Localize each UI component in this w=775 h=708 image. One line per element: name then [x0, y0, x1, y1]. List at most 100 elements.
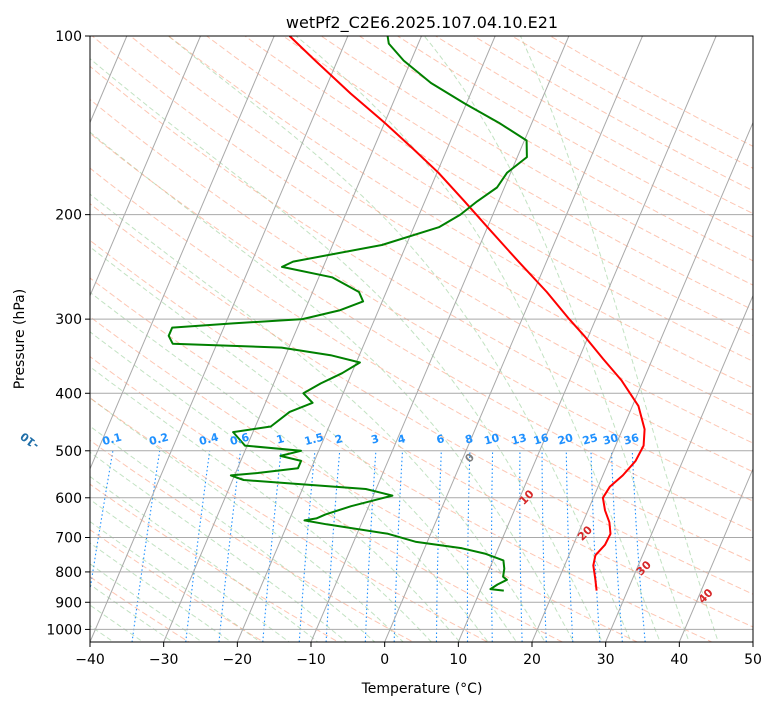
dry-adiabat-line	[511, 36, 753, 169]
mixing-ratio-line	[519, 450, 523, 642]
background-lines	[90, 36, 753, 642]
dry-adiabat-line	[90, 483, 340, 642]
x-tick-label: 10	[449, 652, 467, 668]
mixing-ratio-label: 1	[275, 432, 286, 447]
moist-adiabat-label: 10	[517, 487, 537, 507]
dry-adiabat-line	[91, 36, 753, 444]
isotherm-line	[163, 36, 422, 642]
mixing-ratio-label: 6	[435, 432, 446, 447]
isotherm-line	[90, 36, 275, 471]
dry-adiabat-line	[130, 36, 753, 416]
dry-adiabat-line	[90, 239, 753, 628]
moist-adiabat-line	[423, 36, 690, 642]
mixing-ratio-line	[466, 450, 471, 642]
dry-adiabat-line	[90, 316, 639, 642]
plot-frame	[89, 35, 754, 643]
x-tick-label: −30	[149, 652, 179, 668]
moist-adiabat-line	[90, 521, 261, 642]
isotherm-line	[236, 36, 496, 642]
isotherm-line	[384, 36, 643, 642]
mixing-ratio-line	[490, 450, 494, 642]
y-tick-label: 700	[55, 531, 82, 547]
dry-adiabat-line	[168, 36, 753, 389]
dry-adiabat-line	[90, 356, 564, 642]
temperature-profile-line	[288, 36, 646, 591]
moist-adiabat-line	[520, 36, 719, 642]
mixing-ratio-label: 8	[464, 432, 475, 447]
moist-adiabat-line	[90, 131, 575, 642]
dry-adiabat-line	[435, 36, 753, 215]
x-tick-label: −20	[223, 652, 253, 668]
dry-adiabat-line	[473, 36, 753, 192]
mixing-ratio-label: 4	[396, 432, 407, 447]
dry-adiabat-line	[397, 36, 753, 238]
mixing-ratio-label: 0.2	[148, 431, 170, 449]
moist-adiabat-line	[90, 498, 290, 642]
dry-adiabat-line	[90, 98, 753, 502]
profile-lines	[167, 36, 646, 592]
dry-adiabat-line	[90, 529, 265, 642]
isotherm-line	[90, 36, 349, 642]
isotherm-line	[605, 294, 753, 642]
moist-adiabat-label: 30	[634, 558, 654, 578]
mixing-ratio-line	[393, 450, 404, 642]
y-axis-label: Pressure (hPa)	[12, 289, 28, 389]
mixing-ratio-label: 25	[581, 431, 599, 448]
mixing-ratio-label: 20	[556, 431, 574, 448]
dry-adiabat-line	[549, 36, 753, 147]
x-tick-label: 50	[744, 652, 762, 668]
y-tick-label: 500	[55, 444, 82, 460]
mixing-ratio-line	[218, 450, 242, 642]
mixing-ratio-label: 0.1	[101, 431, 123, 449]
dry-adiabat-line	[320, 36, 753, 286]
mixing-ratio-label: 0.4	[198, 431, 221, 449]
y-tick-label: 800	[55, 565, 82, 581]
dry-adiabat-label: -10	[18, 429, 42, 452]
moist-adiabat-line	[295, 36, 661, 642]
isotherm-line	[752, 640, 753, 642]
mixing-ratio-label: 36	[622, 431, 640, 448]
y-tick-label: 100	[55, 29, 82, 45]
isotherm-line	[310, 36, 570, 642]
x-tick-label: 40	[670, 652, 688, 668]
dewpoint-profile-line	[167, 36, 528, 592]
y-tick-label: 200	[55, 208, 82, 224]
x-tick-label: 0	[380, 652, 389, 668]
y-tick-label: 300	[55, 312, 82, 328]
x-axis: −40 −30 −20 −10 0 10 20 30 40 50	[75, 642, 762, 668]
isotherm-line	[90, 36, 201, 297]
moist-adiabat-line	[90, 563, 203, 642]
mixing-ratio-label: 3	[370, 432, 381, 447]
x-tick-label: 30	[597, 652, 615, 668]
y-tick-label: 600	[55, 491, 82, 507]
moist-adiabat-line	[90, 425, 376, 642]
dry-adiabat-line	[90, 65, 753, 473]
mixing-ratio-label: 16	[532, 431, 550, 448]
dry-adiabat-line	[90, 132, 753, 532]
isotherm-line	[678, 467, 753, 642]
moist-adiabat-line	[90, 604, 144, 642]
dry-adiabat-line	[90, 203, 753, 595]
moist-adiabat-label: 40	[696, 586, 716, 606]
mixing-ratio-label: 1.5	[303, 431, 325, 449]
moist-adiabat-line	[90, 475, 319, 642]
mixing-ratio-label: 0.6	[229, 431, 252, 449]
moist-adiabat-line	[90, 542, 232, 642]
mixing-ratio-line	[435, 450, 442, 642]
dry-adiabat-line	[206, 36, 753, 362]
y-tick-label: 1000	[46, 622, 82, 638]
x-tick-label: −40	[75, 652, 105, 668]
mixing-ratio-label: 13	[510, 431, 528, 448]
x-tick-label: 20	[523, 652, 541, 668]
x-axis-label: Temperature (°C)	[361, 681, 483, 697]
moist-adiabat-label: 20	[575, 523, 595, 543]
moist-adiabat-line	[90, 583, 174, 642]
mixing-ratio-line	[565, 450, 574, 642]
y-tick-label: 400	[55, 386, 82, 402]
mixing-ratio-line	[131, 450, 161, 642]
dry-adiabat-line	[90, 397, 489, 642]
dry-adiabat-line	[282, 36, 753, 311]
x-tick-label: −10	[296, 652, 326, 668]
moist-adiabat-line	[90, 451, 348, 642]
